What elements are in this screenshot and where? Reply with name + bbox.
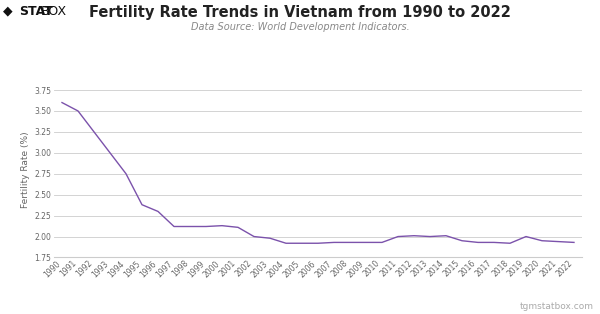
Text: ◆: ◆: [3, 5, 13, 18]
Y-axis label: Fertility Rate (%): Fertility Rate (%): [21, 131, 30, 208]
Text: Fertility Rate Trends in Vietnam from 1990 to 2022: Fertility Rate Trends in Vietnam from 19…: [89, 5, 511, 20]
Text: STAT: STAT: [19, 5, 53, 18]
Text: Data Source: World Development Indicators.: Data Source: World Development Indicator…: [191, 22, 409, 32]
Text: BOX: BOX: [41, 5, 67, 18]
Text: tgmstatbox.com: tgmstatbox.com: [520, 302, 594, 311]
